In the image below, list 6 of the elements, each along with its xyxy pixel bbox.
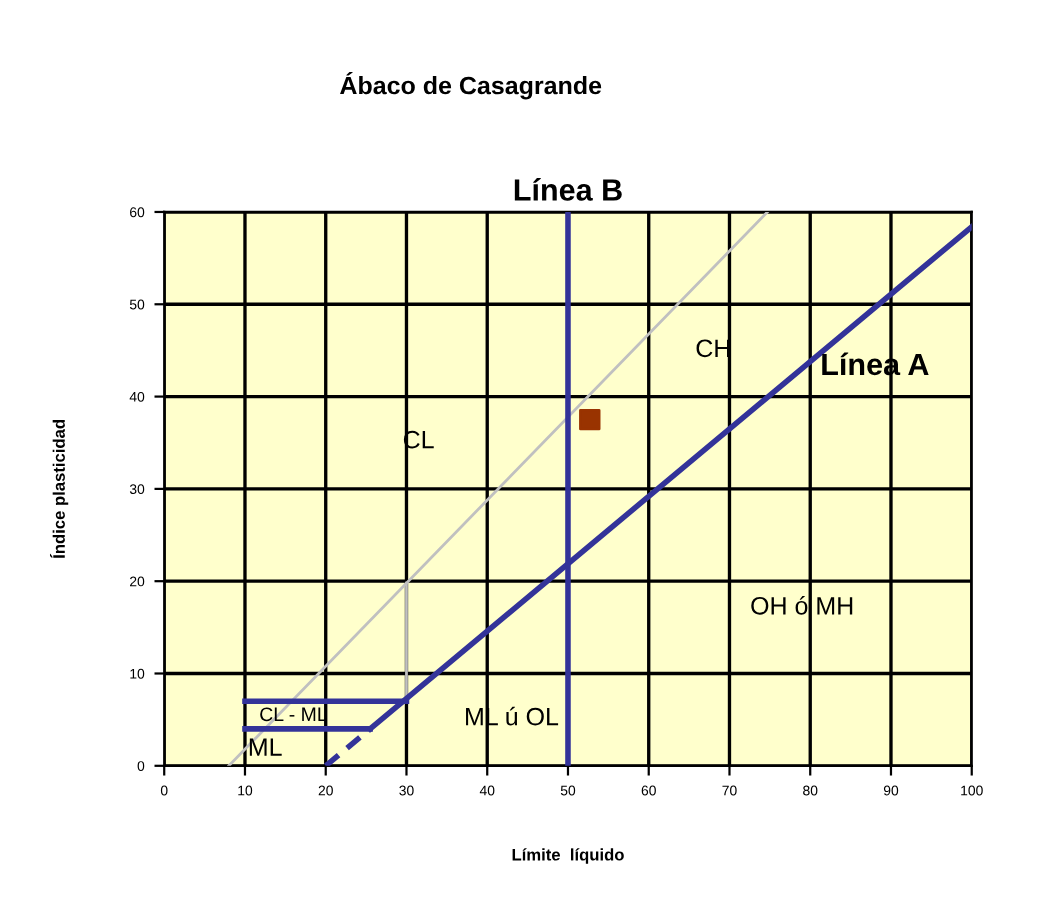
text: Línea B xyxy=(514,178,622,201)
y-axis-title: Índice plasticidad xyxy=(49,420,69,558)
chart-title: Ábaco de Casagrande xyxy=(340,71,602,100)
annotation: ML xyxy=(249,738,282,756)
annotation: OH ó MH xyxy=(751,596,853,615)
x-axis-title: Límite líquido xyxy=(512,848,624,864)
